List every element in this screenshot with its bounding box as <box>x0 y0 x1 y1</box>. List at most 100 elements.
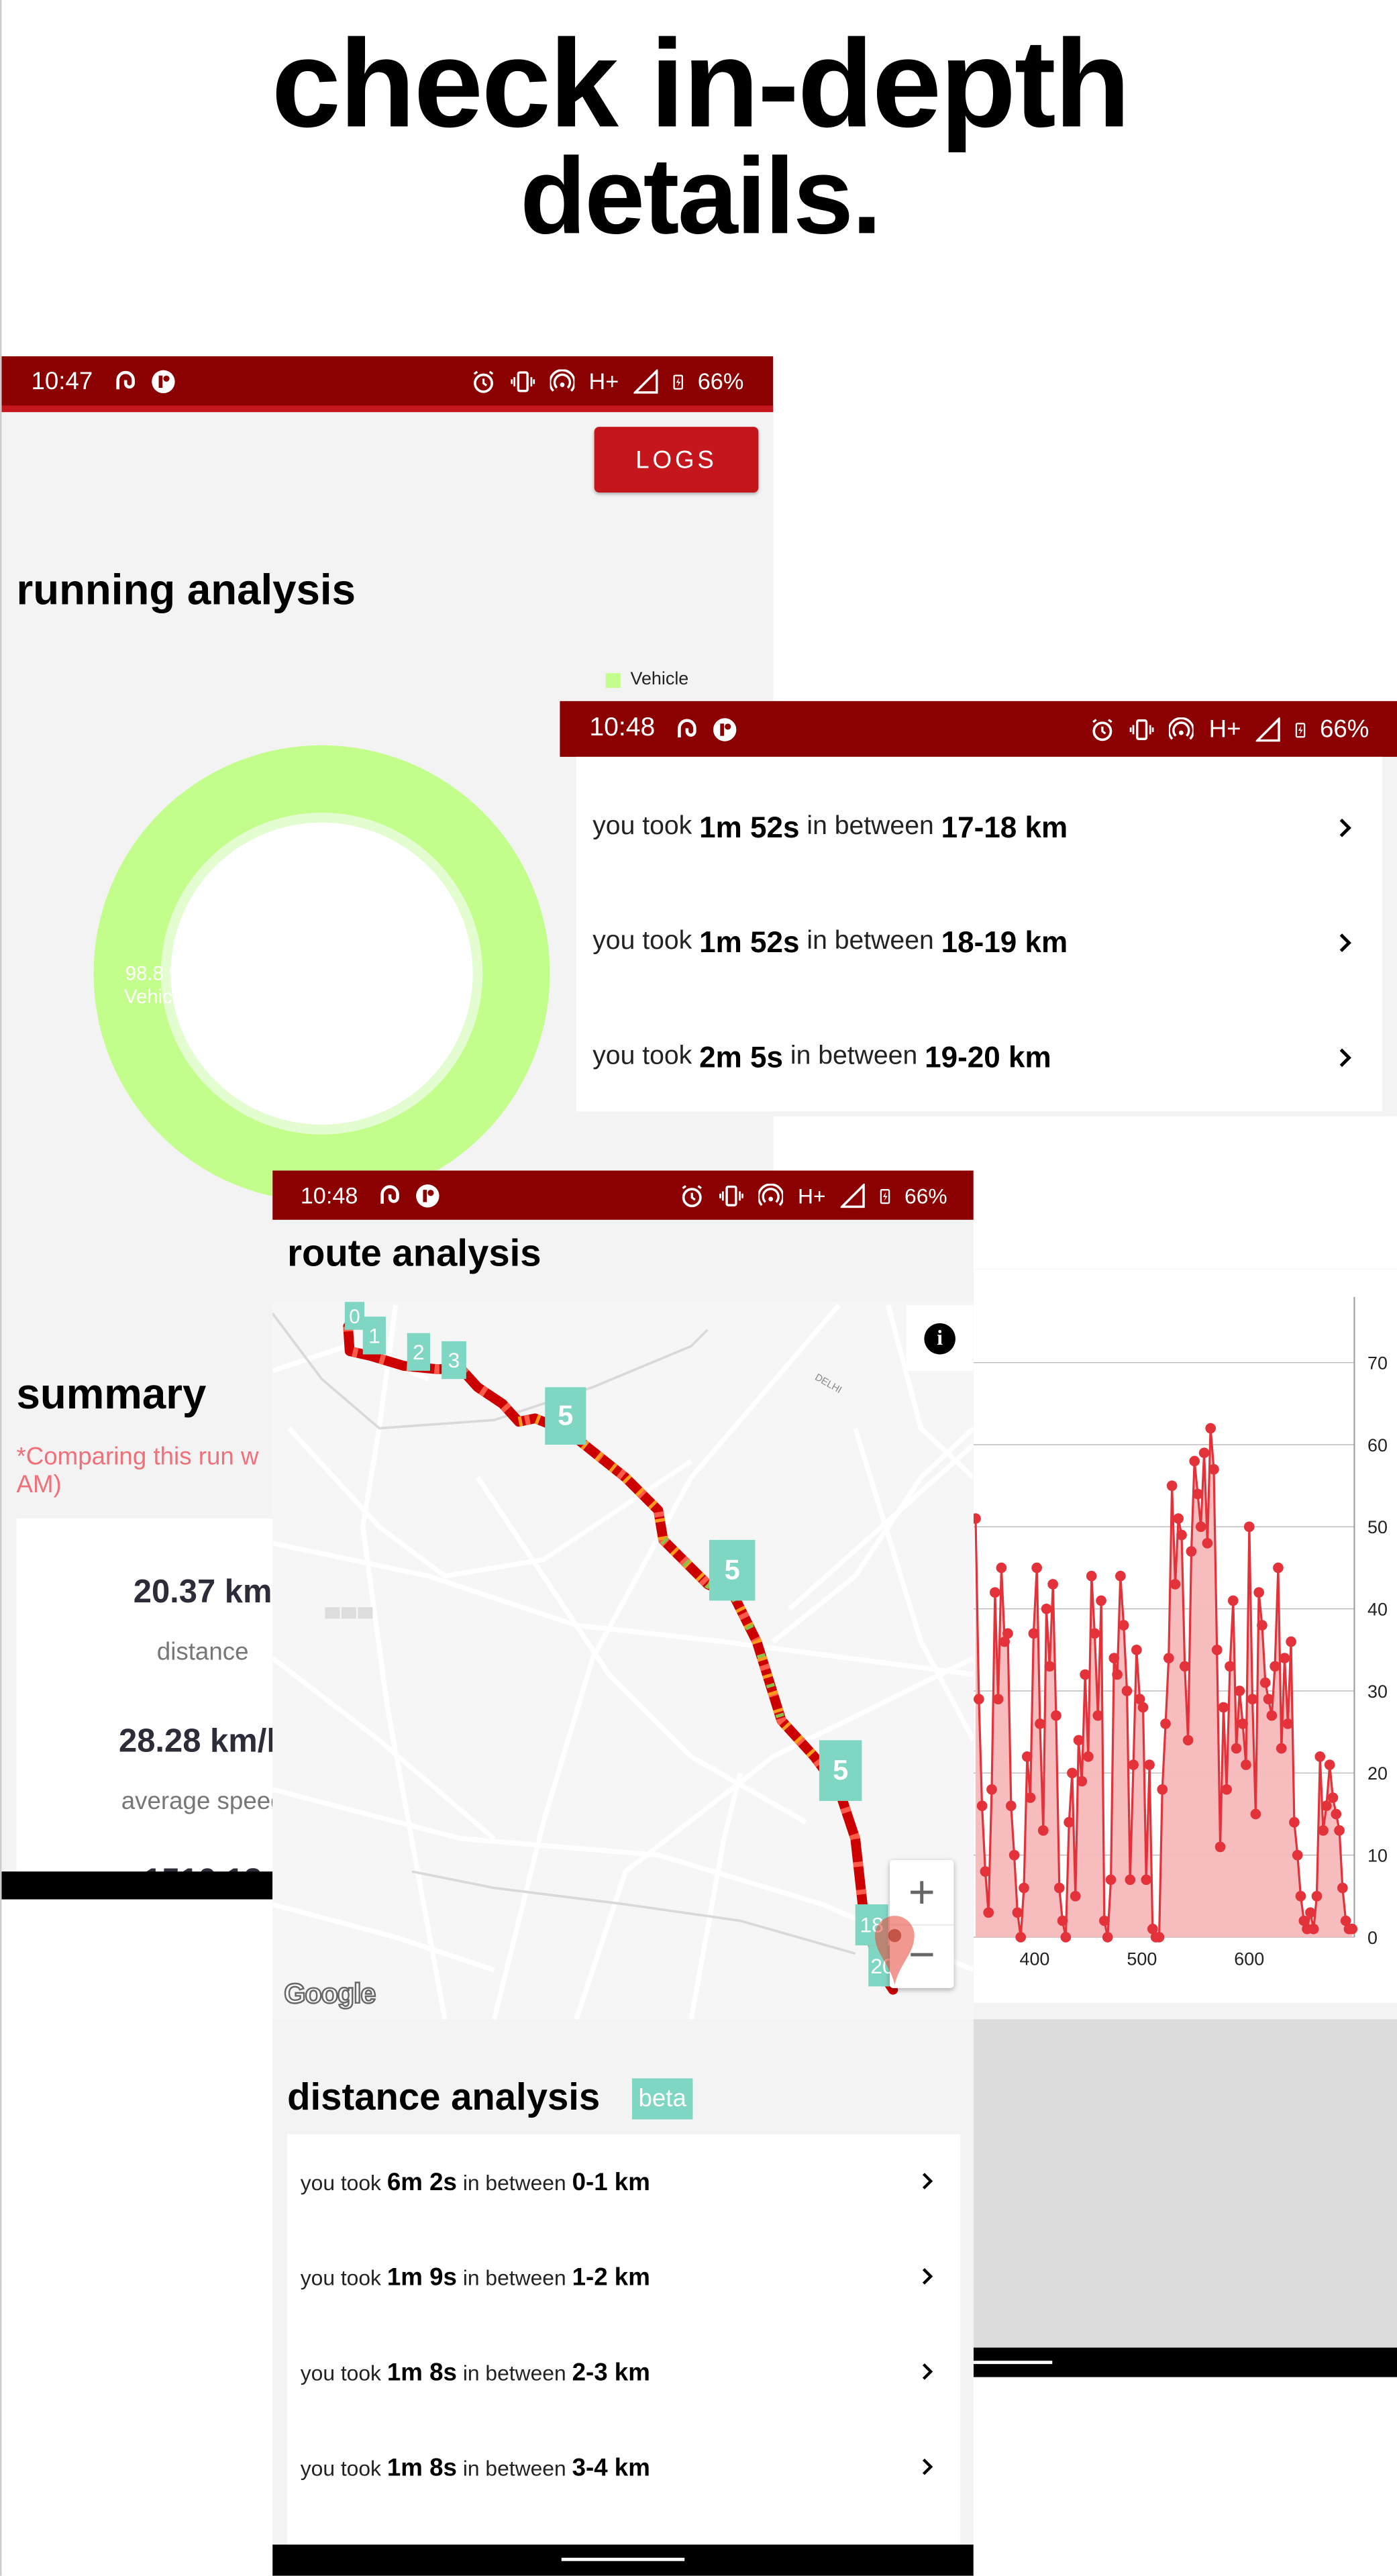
row-prefix: you took <box>592 813 692 841</box>
row-range: 0-1 km <box>572 2167 650 2196</box>
split-list-item[interactable]: you took 6m 2s in between 0-1 km <box>287 2134 960 2230</box>
data-point <box>1115 1570 1126 1582</box>
data-point <box>1137 1702 1149 1713</box>
km-marker[interactable]: 2 <box>407 1333 431 1371</box>
map-city-label: DELHI <box>813 1372 843 1396</box>
zoom-in-button[interactable]: + <box>890 1860 954 1926</box>
battery-charging-icon <box>673 374 683 389</box>
signal-icon <box>1255 716 1280 741</box>
split-list-item[interactable]: you took 1m 9s in between 1-2 km <box>287 2229 960 2324</box>
chevron-right-icon[interactable] <box>1338 1047 1353 1068</box>
distance-analysis-title: distance analysis <box>287 2075 601 2118</box>
data-point <box>1173 1513 1184 1524</box>
data-point <box>1250 1808 1261 1820</box>
split-list-item[interactable]: you took 1m 52s in between 17-18 km <box>576 770 1382 884</box>
km-marker[interactable]: 5 <box>545 1387 586 1445</box>
data-point <box>1025 1792 1036 1803</box>
data-point <box>1198 1447 1210 1459</box>
logs-button[interactable]: LOGS <box>594 427 759 493</box>
donut-label-name: Vehicle <box>124 984 188 1009</box>
data-point <box>1021 1751 1033 1762</box>
data-point <box>1208 1463 1219 1475</box>
map-canvas[interactable]: DELHI <box>272 1302 974 2020</box>
y-tick-label: 0 <box>1367 1928 1378 1948</box>
chevron-right-icon[interactable] <box>921 2363 935 2381</box>
home-indicator[interactable] <box>561 2557 685 2561</box>
data-point <box>1266 1710 1278 1721</box>
network-type: H+ <box>588 368 619 395</box>
km-marker[interactable]: 3 <box>442 1341 466 1380</box>
map-pin-icon[interactable] <box>874 1914 917 1987</box>
signal-icon <box>633 368 658 393</box>
chevron-right-icon[interactable] <box>1338 932 1353 953</box>
route-speed-segments <box>343 1326 898 1993</box>
data-point <box>1218 1702 1229 1713</box>
data-point <box>1340 1915 1351 1926</box>
row-duration: 1m 8s <box>386 2358 457 2387</box>
donut-hole <box>170 822 473 1125</box>
data-point <box>1292 1849 1303 1861</box>
map-info-button[interactable]: i <box>906 1305 974 1371</box>
row-middle: in between <box>807 813 934 841</box>
split-list-item[interactable]: you took 2m 5s in between 19-20 km <box>576 1000 1382 1115</box>
data-point <box>999 1636 1011 1647</box>
data-point <box>1092 1710 1104 1721</box>
map-rail-lines <box>272 1312 856 1955</box>
split-list-item[interactable]: you took 1m 8s in between 3-4 km <box>287 2420 960 2515</box>
chevron-right-icon[interactable] <box>921 2268 935 2286</box>
data-point <box>1047 1579 1058 1590</box>
data-point <box>1128 1759 1139 1770</box>
data-point <box>1051 1710 1062 1721</box>
data-point <box>1131 1645 1142 1655</box>
data-point <box>992 1694 1004 1705</box>
data-point <box>1327 1792 1339 1803</box>
data-point <box>1060 1932 1072 1943</box>
data-point <box>1037 1825 1049 1836</box>
x-tick-label: 400 <box>1020 1949 1050 1969</box>
data-point <box>1324 1759 1335 1770</box>
y-tick-label: 60 <box>1367 1435 1388 1455</box>
km-marker[interactable]: 5 <box>819 1740 862 1801</box>
data-point <box>1076 1775 1088 1787</box>
status-bar: 10:48 H+ 66% <box>560 701 1397 757</box>
alarm-icon <box>1093 718 1113 741</box>
data-point <box>1347 1923 1358 1935</box>
series-line <box>974 1428 1353 1939</box>
row-duration: 1m 8s <box>386 2453 457 2482</box>
battery-level: 66% <box>697 368 744 395</box>
route-map[interactable]: DELHI 0 1 2 3 5 5 5 18 20 i + − Google <box>272 1302 974 2020</box>
chevron-right-icon[interactable] <box>921 2173 935 2191</box>
split-list-item[interactable]: you took 1m 8s in between 2-3 km <box>287 2324 960 2420</box>
home-indicator[interactable] <box>973 2361 1053 2365</box>
chevron-right-icon[interactable] <box>921 2459 935 2477</box>
data-point <box>1311 1890 1323 1902</box>
row-middle: in between <box>462 2455 566 2480</box>
vibrate-icon <box>510 370 535 392</box>
data-point <box>1202 1537 1213 1549</box>
row-prefix: you took <box>300 2359 381 2385</box>
km-marker[interactable]: 0 <box>344 1302 365 1330</box>
battery-charging-icon <box>880 1188 890 1203</box>
row-range: 3-4 km <box>572 2453 650 2482</box>
split-list-item[interactable]: you took 1m 52s in between 18-19 km <box>576 885 1382 1000</box>
data-point <box>1247 1694 1258 1705</box>
data-point <box>1331 1808 1342 1820</box>
splits-screen: 10:48 H+ 66% you took 1m 52s in between … <box>560 701 1397 1117</box>
status-time: 10:48 <box>589 714 656 742</box>
data-point <box>1241 1759 1251 1770</box>
data-point <box>1125 1874 1136 1886</box>
map-roads <box>272 1303 974 2020</box>
data-point <box>1008 1849 1020 1861</box>
row-duration: 6m 2s <box>386 2167 457 2196</box>
row-prefix: you took <box>592 927 692 956</box>
signal-icon <box>840 1182 865 1207</box>
data-point <box>1141 1874 1152 1886</box>
km-marker[interactable]: 5 <box>709 1539 756 1601</box>
km-marker[interactable]: 1 <box>362 1317 386 1355</box>
data-point <box>1002 1628 1013 1639</box>
data-point <box>1121 1686 1133 1696</box>
data-point <box>1163 1653 1174 1663</box>
chevron-right-icon[interactable] <box>1338 817 1353 838</box>
data-point <box>1108 1653 1120 1663</box>
battery-level: 66% <box>904 1182 947 1208</box>
